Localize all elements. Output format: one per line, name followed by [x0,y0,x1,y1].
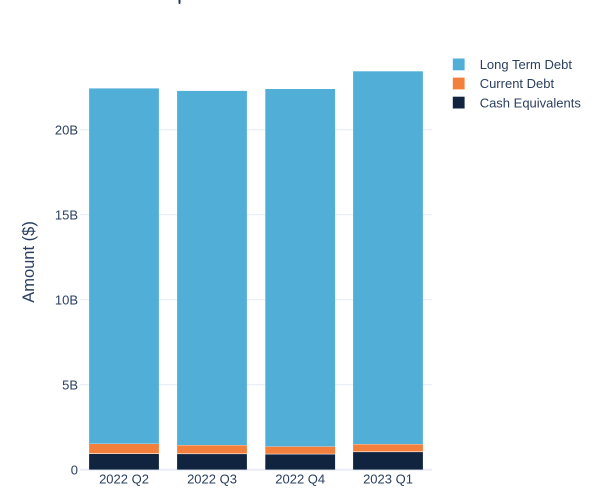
svg-text:Cash Equivalents: Cash Equivalents [480,95,582,110]
svg-text:Long Term Debt: Long Term Debt [480,57,573,72]
svg-text:2023 Q1: 2023 Q1 [363,472,413,487]
svg-text:2022 Q3: 2022 Q3 [187,472,237,487]
svg-text:Amount ($): Amount ($) [20,221,38,303]
svg-text:20B: 20B [55,122,78,137]
svg-text:Current Debt: Current Debt [480,76,555,91]
svg-text:0: 0 [71,462,78,477]
svg-text:2022 Q2: 2022 Q2 [99,472,149,487]
svg-text:15B: 15B [55,207,78,222]
svg-text:5B: 5B [62,377,78,392]
svg-text:2022 Q4: 2022 Q4 [275,472,325,487]
svg-text:10B: 10B [55,292,78,307]
